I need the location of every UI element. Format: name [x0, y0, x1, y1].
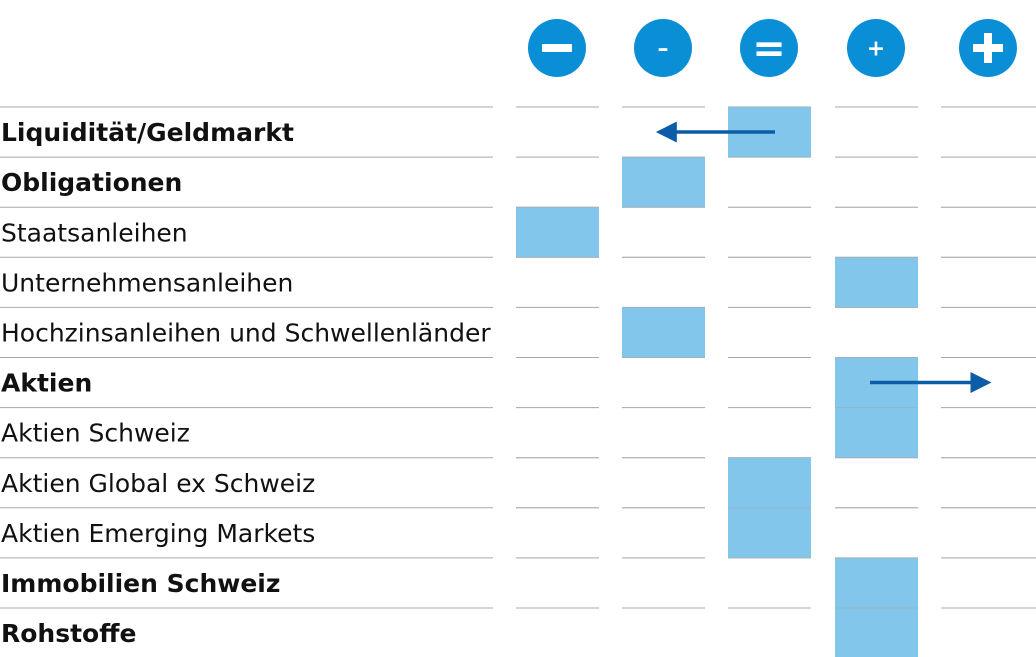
- position-cell: [835, 407, 918, 458]
- header-circle: [847, 19, 905, 77]
- header-circle: [634, 19, 692, 77]
- row-labels: Liquidität/Geldmarkt Obligationen Staatsan…: [1, 118, 491, 648]
- plus-icon: +: [847, 19, 905, 77]
- header-symbol: =: [752, 26, 786, 72]
- header-symbol: [984, 33, 992, 63]
- minus-icon: –: [634, 19, 692, 77]
- position-cell: [835, 257, 918, 308]
- change-arrows: [516, 106, 1036, 609]
- column-headers: – = +: [528, 19, 1017, 77]
- position-cell: [728, 507, 811, 558]
- row-label: Aktien Schweiz: [1, 419, 190, 448]
- row-label: Staatsanleihen: [1, 218, 188, 247]
- position-cell: [728, 457, 811, 508]
- row-label: Rohstoffe: [1, 619, 136, 648]
- row-label: Liquidität/Geldmarkt: [1, 118, 294, 147]
- row-label: Obligationen: [1, 168, 182, 197]
- row-label: Aktien: [1, 369, 92, 398]
- header-symbol: +: [867, 37, 885, 62]
- row-label: Immobilien Schweiz: [1, 569, 280, 598]
- row-label: Hochzinsanleihen und Schwellenländer: [1, 318, 491, 347]
- position-cells: [516, 107, 918, 657]
- position-cell: [835, 608, 918, 657]
- row-label: Unternehmensanleihen: [1, 268, 293, 297]
- equals-icon: =: [740, 19, 798, 77]
- position-cell: [622, 307, 705, 358]
- header-circle: [740, 19, 798, 77]
- strong-plus-icon: [959, 19, 1017, 77]
- row-label: Aktien Emerging Markets: [1, 519, 315, 548]
- header-symbol: [542, 44, 572, 52]
- strong-minus-icon: [528, 19, 586, 77]
- position-cell: [835, 557, 918, 608]
- header-symbol: –: [658, 37, 669, 62]
- row-label: Aktien Global ex Schweiz: [1, 469, 315, 498]
- position-cell: [516, 207, 599, 258]
- position-cell: [622, 157, 705, 208]
